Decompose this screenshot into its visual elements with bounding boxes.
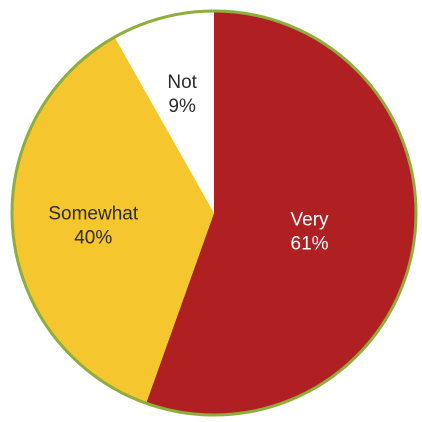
pie-label-name: Not [167,72,197,93]
pie-outline [10,9,418,417]
pie-label-percent: 9% [168,96,196,117]
pie-slice-very [146,11,417,415]
pie-label-percent: 40% [74,227,112,248]
pie-label-somewhat: Somewhat 40% [48,203,138,248]
pie-labels: Very 61% Somewhat 40% Not 9% [48,72,329,255]
pie-label-name: Somewhat [48,203,138,224]
pie-slice-not [114,11,214,213]
pie-slices [11,11,417,415]
pie-label-percent: 61% [291,234,329,255]
pie-slice-somewhat [11,37,214,404]
pie-label-very: Very 61% [291,210,330,255]
pie-label-not: Not 9% [167,72,197,117]
pie-label-name: Very [291,210,330,231]
